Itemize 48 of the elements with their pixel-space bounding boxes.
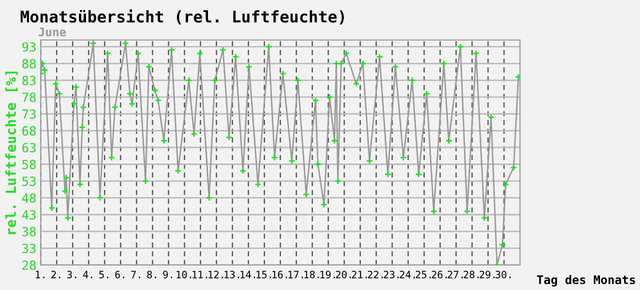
x-tick-label: 17.	[288, 270, 303, 278]
x-tick-label: 11.	[192, 270, 208, 278]
x-tick-label: 10.	[176, 270, 192, 278]
x-tick-label: 8.	[147, 270, 156, 278]
x-tick-label: 26.	[432, 270, 447, 278]
x-tick-label: 13.	[224, 270, 240, 278]
y-tick-label: 28	[22, 260, 36, 270]
x-tick-label: 25.	[416, 270, 431, 278]
x-tick-label: 27.	[448, 270, 463, 278]
y-tick-label: 83	[22, 76, 36, 86]
y-tick-label: 88	[22, 59, 36, 68]
x-tick-label: 4.	[83, 270, 92, 278]
x-tick-label: 5.	[99, 270, 108, 278]
y-axis-title: rel. Luftfeuchte [%]	[5, 72, 18, 234]
x-tick-label: 23.	[384, 270, 399, 278]
y-tick-label: 33	[22, 244, 36, 254]
chart-subtitle: June	[38, 28, 66, 36]
y-tick-label: 58	[22, 160, 36, 170]
x-tick-label: 21.	[352, 270, 367, 278]
y-tick-label: 78	[22, 92, 36, 102]
x-tick-label: 3.	[67, 270, 76, 278]
x-tick-label: 24.	[400, 270, 415, 278]
x-tick-label: 1.	[36, 270, 44, 278]
x-tick-label: 7.	[131, 270, 140, 278]
x-tick-label: 12.	[208, 270, 224, 278]
y-tick-label: 38	[22, 226, 36, 236]
y-tick-label: 53	[22, 176, 36, 186]
x-tick-label: 29.	[480, 270, 495, 278]
y-tick-label: 43	[22, 210, 36, 220]
x-tick-label: 14.	[240, 270, 256, 278]
x-tick-label: 28.	[464, 270, 479, 278]
x-tick-label: 16.	[272, 270, 287, 278]
x-tick-label: 22.	[368, 270, 383, 278]
y-tick-label: 73	[22, 109, 36, 119]
chart-title: Monatsübersicht (rel. Luftfeuchte)	[20, 9, 344, 25]
x-tick-label: 9.	[163, 270, 172, 278]
y-tick-label: 63	[22, 142, 36, 152]
y-tick-label: 68	[22, 126, 36, 136]
x-tick-label: 18.	[304, 270, 319, 278]
x-tick-label: 20.	[336, 270, 351, 278]
x-axis-title: Tag des Monats	[537, 275, 636, 286]
y-tick-label: 93	[22, 42, 36, 52]
x-tick-label: 15.	[256, 270, 272, 278]
x-tick-label: 30.	[496, 270, 511, 278]
x-tick-label: 6.	[115, 270, 124, 278]
x-tick-label: 19.	[320, 270, 335, 278]
x-tick-label: 2.	[51, 270, 60, 278]
y-tick-label: 48	[22, 193, 36, 203]
